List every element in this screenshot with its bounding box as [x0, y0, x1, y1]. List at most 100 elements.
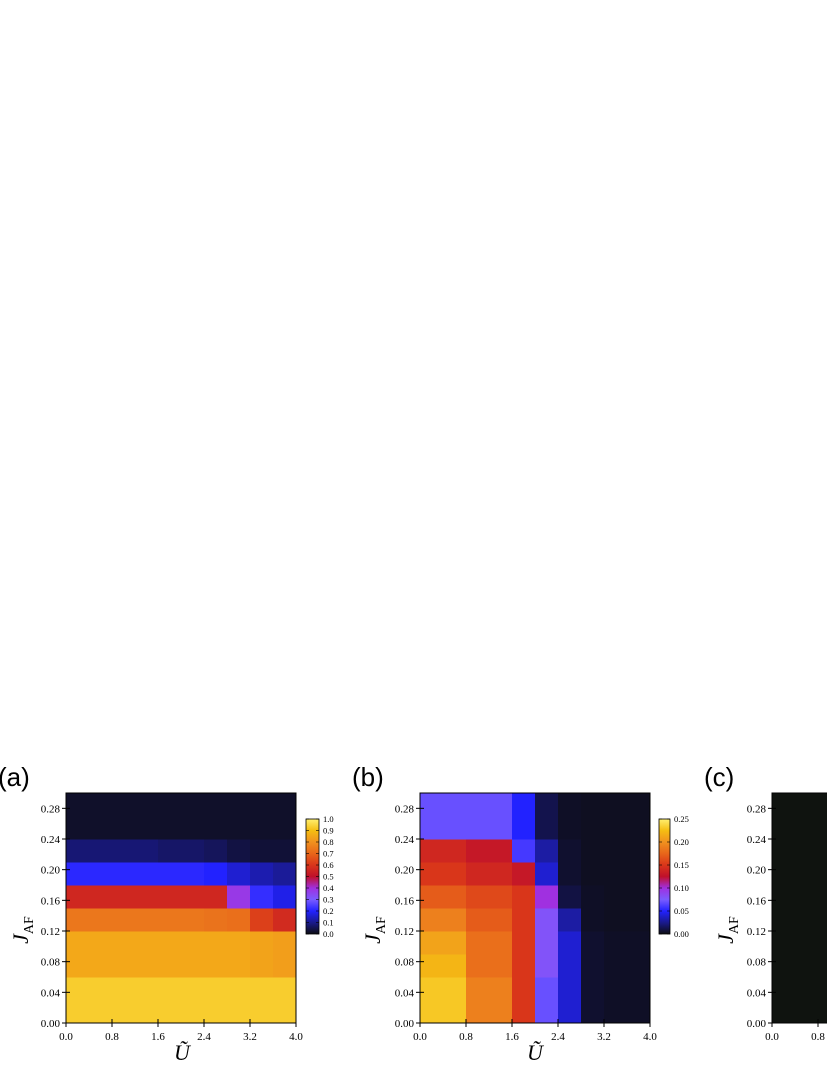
heatmap-b-x-title: Ũ	[527, 1040, 545, 1065]
c-y-tick-label: 0.28	[747, 803, 767, 815]
a-heatmap-cell	[273, 816, 297, 840]
colorbar-a: 0.00.1 0.20.3 0.40.5 0.60.7 0.80.9 1.0	[305, 814, 334, 939]
b-heatmap-cell	[535, 816, 559, 840]
heatmap-a-y-title-main: J	[8, 933, 33, 944]
b-colorbar-label: 0.10	[674, 883, 689, 893]
a-heatmap-cell	[227, 931, 251, 955]
b-heatmap-cell	[558, 931, 582, 955]
a-heatmap-cell	[250, 977, 274, 1024]
b-heatmap-cell	[581, 862, 605, 886]
a-heatmap-cell	[112, 862, 159, 886]
b-heatmap-cell	[466, 839, 513, 863]
a-y-tick-label: 0.12	[41, 926, 60, 938]
c-x-tick-label: 0.8	[811, 1031, 825, 1043]
b-heatmap-cell	[558, 885, 582, 909]
heatmap-a-x-title-text: Ũ	[174, 1040, 192, 1065]
a-heatmap-cell	[112, 954, 159, 978]
b-colorbar-label: 0.05	[674, 906, 689, 916]
a-heatmap-cell	[227, 793, 251, 817]
b-heatmap-cell	[466, 885, 513, 909]
heatmap-c-y-title: JAF	[713, 916, 742, 944]
a-heatmap-cell	[273, 885, 297, 909]
b-heatmap-cell	[466, 793, 513, 817]
a-heatmap-cell	[204, 977, 228, 1024]
heatmap-b-frame	[419, 792, 651, 1024]
b-heatmap-cell	[535, 931, 559, 955]
b-x-tick-label: 4.0	[643, 1031, 657, 1043]
b-heatmap-cell	[535, 977, 559, 1024]
b-x-tick-label: 1.6	[505, 1031, 519, 1043]
a-heatmap-cell	[250, 931, 274, 955]
a-heatmap-cell	[66, 793, 113, 817]
b-heatmap-cell	[581, 839, 605, 863]
b-colorbar-label: 0.15	[674, 860, 689, 870]
a-heatmap-cell	[204, 954, 228, 978]
b-heatmap-cell	[512, 816, 536, 840]
a-heatmap-cell	[112, 839, 159, 863]
b-heatmap-cell	[581, 977, 605, 1024]
a-heatmap-cell	[250, 885, 274, 909]
a-heatmap-cell	[250, 908, 274, 932]
b-heatmap-cell	[558, 954, 582, 978]
heatmap-a-x-tick-labels: 0.0 0.8 1.6 2.4 3.2 4.0	[59, 1031, 303, 1043]
a-heatmap-cell	[112, 816, 159, 840]
c-y-tick-label: 0.12	[747, 926, 766, 938]
a-heatmap-cell	[66, 977, 113, 1024]
b-heatmap-cell	[535, 908, 559, 932]
a-heatmap-cell	[158, 977, 205, 1024]
a-heatmap-cell	[158, 931, 205, 955]
a-x-tick-label: 1.6	[151, 1031, 165, 1043]
panel-a: (a) 0.0 0.8 1.6 2.4 3.2 4.0 0.000.040.080.120…	[0, 762, 334, 1065]
heatmap-c-x-tick-labels: 0.0 0.8	[765, 1031, 825, 1043]
b-heatmap-cell	[581, 816, 605, 840]
heatmap-a-x-title: Ũ	[174, 1040, 192, 1065]
a-heatmap-cell	[250, 816, 274, 840]
a-heatmap-cell	[273, 977, 297, 1024]
a-colorbar-label: 0.4	[323, 883, 334, 893]
a-heatmap-cell	[273, 793, 297, 817]
a-colorbar-label: 0.3	[323, 895, 334, 905]
panel-b-letter: (b)	[352, 762, 384, 792]
b-heatmap-cell	[512, 839, 536, 863]
b-heatmap-cell	[512, 885, 536, 909]
heatmap-a-frame	[65, 792, 297, 1024]
a-heatmap-cell	[112, 885, 159, 909]
b-heatmap-cell	[604, 839, 651, 863]
b-heatmap-cell	[558, 862, 582, 886]
a-heatmap-cell	[273, 839, 297, 863]
a-colorbar-label: 0.5	[323, 872, 334, 882]
a-heatmap-cell	[227, 839, 251, 863]
a-heatmap-cell	[250, 793, 274, 817]
b-heatmap-cell	[512, 954, 536, 978]
b-heatmap-cell	[466, 954, 513, 978]
heatmap-b-x-tick-labels: 0.0 0.8 1.6 2.4 3.2 4.0	[413, 1031, 657, 1043]
heatmap-b-y-title-main: J	[360, 933, 385, 944]
b-heatmap-cell	[558, 816, 582, 840]
b-colorbar-label: 0.25	[674, 814, 689, 824]
b-heatmap-cell	[604, 816, 651, 840]
heatmap-c-y-title-text: JAF	[713, 916, 742, 944]
a-heatmap-cell	[158, 862, 205, 886]
heatmap-a-ticks	[62, 807, 297, 1027]
b-heatmap-cell	[420, 908, 467, 932]
a-heatmap-cell	[66, 885, 113, 909]
b-heatmap-cell	[420, 862, 467, 886]
heatmap-b-ticks	[416, 807, 651, 1027]
b-heatmap-cell	[604, 908, 651, 932]
panel-c-letter: (c)	[704, 762, 734, 792]
c-y-tick-label: 0.24	[747, 834, 767, 846]
heatmap-a-cells	[66, 793, 297, 1024]
b-x-tick-label: 3.2	[597, 1031, 611, 1043]
b-heatmap-cell	[420, 793, 467, 817]
panel-c: (c) 0.0 0.8 0.000.040.080.120.160.200.240…	[704, 762, 827, 1043]
heatmap-b-y-title-text: JAF	[360, 916, 389, 944]
heatmap-b-y-title: JAF	[360, 916, 389, 944]
b-heatmap-cell	[420, 931, 467, 955]
heatmap-c-ticks	[768, 807, 819, 1027]
b-y-tick-label: 0.24	[395, 834, 415, 846]
heatmap-a-y-tick-labels: 0.00 0.04 0.08 0.12 0.16 0.20 0.24 0.28	[41, 803, 61, 1030]
a-heatmap-cell	[66, 908, 113, 932]
a-heatmap-cell	[227, 977, 251, 1024]
a-heatmap-cell	[158, 885, 205, 909]
heatmap-a-y-title-text: JAF	[8, 916, 37, 944]
